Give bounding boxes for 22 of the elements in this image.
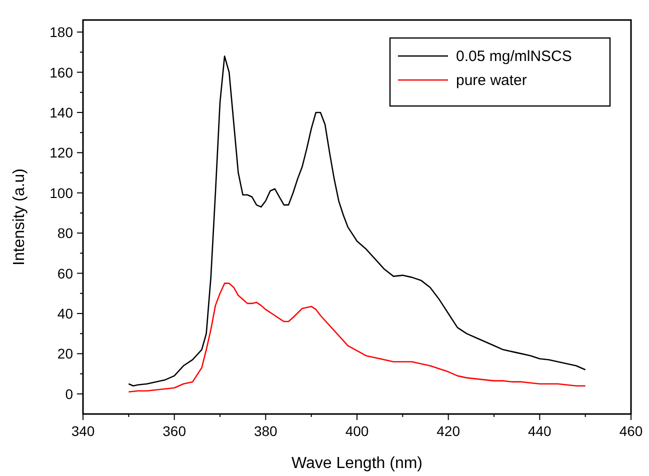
x-tick-label: 360 (162, 423, 186, 439)
x-tick-label: 400 (345, 423, 369, 439)
y-tick-label: 80 (57, 225, 74, 242)
x-tick-label: 420 (436, 423, 460, 439)
y-axis-title: Intensity (a.u) (11, 168, 28, 266)
y-tick-label: 20 (57, 346, 74, 362)
y-tick-label: 40 (57, 305, 74, 322)
y-tick-label: 120 (50, 144, 74, 161)
y-tick-label: 0 (65, 386, 74, 402)
x-axis-title: Wave Length (nm) (291, 455, 423, 472)
x-tick-label: 460 (619, 423, 643, 439)
y-tick-label: 60 (57, 265, 74, 282)
x-tick-label: 380 (254, 423, 278, 439)
legend-label: pure water (456, 72, 527, 89)
y-tick-label: 180 (50, 24, 74, 40)
y-tick-label: 100 (50, 184, 74, 201)
legend-label: 0.05 mg/mlNSCS (456, 48, 572, 65)
y-tick-label: 140 (50, 104, 74, 120)
x-tick-label: 440 (528, 423, 552, 439)
y-tick-label: 160 (50, 64, 74, 80)
line-series (128, 282, 586, 393)
x-tick-label: 340 (71, 423, 95, 439)
